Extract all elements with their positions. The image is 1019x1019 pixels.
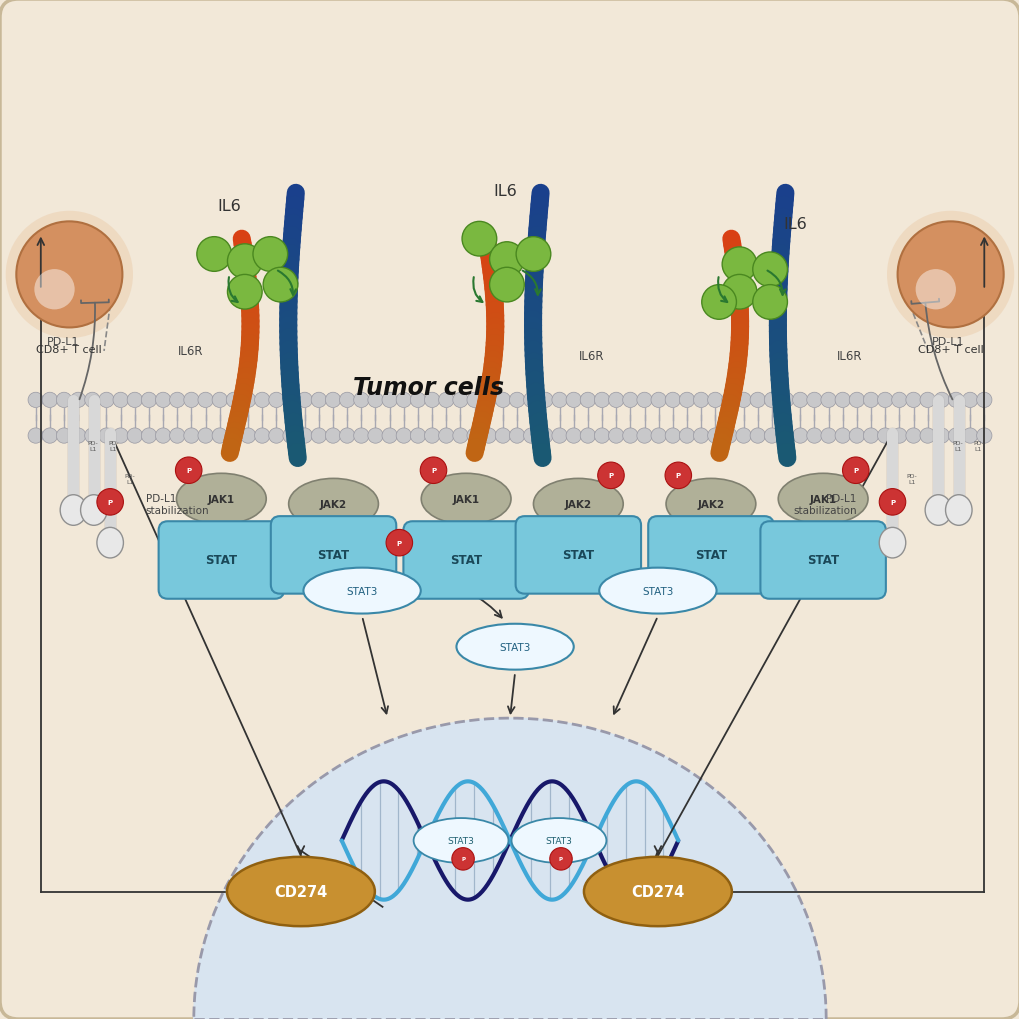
Circle shape: [777, 393, 793, 409]
Circle shape: [933, 393, 949, 409]
Circle shape: [489, 268, 524, 303]
Ellipse shape: [227, 857, 375, 926]
Circle shape: [763, 393, 779, 409]
Circle shape: [311, 393, 326, 409]
Circle shape: [255, 429, 270, 444]
Circle shape: [820, 429, 836, 444]
Circle shape: [85, 429, 100, 444]
Circle shape: [42, 429, 57, 444]
Text: STAT3: STAT3: [642, 586, 673, 596]
Text: P: P: [107, 499, 113, 505]
Text: PD-
L1: PD- L1: [972, 441, 983, 451]
Circle shape: [948, 429, 963, 444]
Circle shape: [597, 463, 624, 489]
Circle shape: [664, 429, 680, 444]
Text: P: P: [607, 473, 613, 479]
Circle shape: [495, 393, 511, 409]
Circle shape: [481, 429, 496, 444]
Ellipse shape: [81, 495, 107, 526]
Circle shape: [566, 429, 581, 444]
Circle shape: [227, 245, 262, 279]
Ellipse shape: [414, 818, 508, 863]
Circle shape: [325, 393, 340, 409]
FancyBboxPatch shape: [404, 522, 528, 599]
Circle shape: [508, 393, 524, 409]
Text: CD274: CD274: [631, 884, 684, 899]
Circle shape: [749, 429, 764, 444]
Circle shape: [891, 429, 906, 444]
Text: PD-
L1: PD- L1: [108, 441, 119, 451]
Circle shape: [29, 393, 44, 409]
Circle shape: [608, 393, 624, 409]
Circle shape: [85, 393, 100, 409]
Circle shape: [763, 429, 779, 444]
Circle shape: [325, 429, 340, 444]
Circle shape: [523, 429, 538, 444]
Circle shape: [142, 429, 157, 444]
Circle shape: [282, 429, 298, 444]
Circle shape: [622, 429, 637, 444]
Circle shape: [155, 429, 170, 444]
Circle shape: [792, 429, 807, 444]
Text: IL6R: IL6R: [178, 345, 204, 358]
Circle shape: [962, 429, 977, 444]
Circle shape: [566, 393, 581, 409]
Text: STAT: STAT: [205, 554, 237, 567]
Circle shape: [976, 429, 990, 444]
Circle shape: [368, 393, 383, 409]
Circle shape: [169, 393, 184, 409]
Circle shape: [749, 393, 764, 409]
Text: P: P: [558, 857, 562, 861]
Text: PD-L1
stabilization: PD-L1 stabilization: [793, 493, 856, 516]
Circle shape: [70, 393, 86, 409]
Text: STAT: STAT: [449, 554, 482, 567]
Circle shape: [707, 429, 722, 444]
Circle shape: [268, 429, 283, 444]
Circle shape: [354, 393, 369, 409]
Ellipse shape: [599, 569, 716, 613]
Circle shape: [263, 268, 298, 303]
Circle shape: [636, 429, 651, 444]
Text: IL6R: IL6R: [579, 351, 603, 363]
Circle shape: [915, 270, 955, 310]
Text: STAT: STAT: [317, 549, 350, 561]
Circle shape: [876, 429, 892, 444]
Circle shape: [6, 212, 132, 338]
Circle shape: [693, 429, 708, 444]
Circle shape: [523, 393, 538, 409]
Ellipse shape: [304, 569, 421, 613]
Circle shape: [198, 393, 213, 409]
Circle shape: [721, 275, 756, 310]
Circle shape: [580, 429, 595, 444]
Circle shape: [495, 429, 511, 444]
Circle shape: [622, 393, 637, 409]
Circle shape: [849, 429, 864, 444]
Circle shape: [386, 530, 413, 556]
Text: P: P: [185, 468, 192, 474]
Circle shape: [438, 393, 453, 409]
Circle shape: [198, 429, 213, 444]
Circle shape: [169, 429, 184, 444]
Circle shape: [891, 393, 906, 409]
Text: PD-L1: PD-L1: [931, 336, 964, 346]
Circle shape: [452, 393, 468, 409]
Circle shape: [35, 270, 74, 310]
Ellipse shape: [878, 528, 905, 558]
Text: P: P: [852, 468, 858, 474]
Circle shape: [650, 393, 665, 409]
Circle shape: [311, 429, 326, 444]
Circle shape: [878, 489, 905, 516]
Ellipse shape: [584, 857, 732, 926]
Text: IL6: IL6: [217, 199, 242, 214]
Circle shape: [650, 429, 665, 444]
Circle shape: [99, 393, 114, 409]
Circle shape: [420, 458, 446, 484]
Ellipse shape: [924, 495, 951, 526]
Circle shape: [549, 848, 572, 870]
Ellipse shape: [533, 479, 623, 530]
Circle shape: [438, 429, 453, 444]
Circle shape: [56, 429, 71, 444]
Circle shape: [452, 429, 468, 444]
Circle shape: [664, 393, 680, 409]
